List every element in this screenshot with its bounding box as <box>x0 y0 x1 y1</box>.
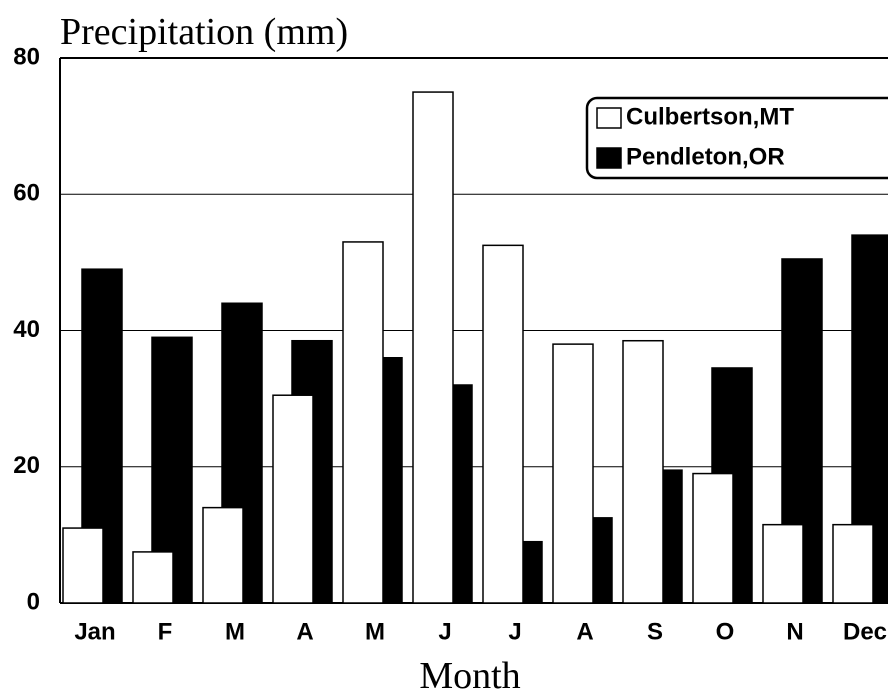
bar <box>272 394 314 604</box>
x-tick-label: F <box>158 618 173 645</box>
bar <box>202 506 244 604</box>
x-tick-label: S <box>647 618 663 645</box>
bar <box>342 241 384 604</box>
x-tick-label: Dec <box>843 618 887 645</box>
bar <box>412 91 454 604</box>
chart-title: Precipitation (mm) <box>60 11 348 53</box>
y-tick-label: 0 <box>27 588 40 615</box>
bar <box>482 244 524 604</box>
bar <box>132 551 174 604</box>
bar <box>622 339 664 604</box>
x-tick-label: O <box>716 618 735 645</box>
y-tick-label: 40 <box>13 316 40 343</box>
legend-box <box>585 96 888 180</box>
y-tick-label: 60 <box>13 180 40 207</box>
x-tick-label: M <box>365 618 385 645</box>
x-tick-label: N <box>786 618 803 645</box>
bar <box>762 523 804 604</box>
x-tick-label: J <box>508 618 521 645</box>
bar <box>832 523 874 604</box>
y-tick-label: 20 <box>13 452 40 479</box>
legend-swatch <box>596 147 622 169</box>
legend-label: Pendleton,OR <box>626 143 785 170</box>
bar <box>692 472 734 604</box>
x-tick-label: J <box>438 618 451 645</box>
x-tick-label: A <box>296 618 313 645</box>
y-tick-label: 80 <box>13 43 40 70</box>
bar <box>62 527 104 604</box>
x-axis-label: Month <box>419 655 520 695</box>
x-tick-label: M <box>225 618 245 645</box>
legend-swatch <box>596 107 622 129</box>
legend-label: Culbertson,MT <box>626 103 794 130</box>
x-tick-label: Jan <box>74 618 115 645</box>
bar <box>552 343 594 604</box>
x-tick-label: A <box>576 618 593 645</box>
